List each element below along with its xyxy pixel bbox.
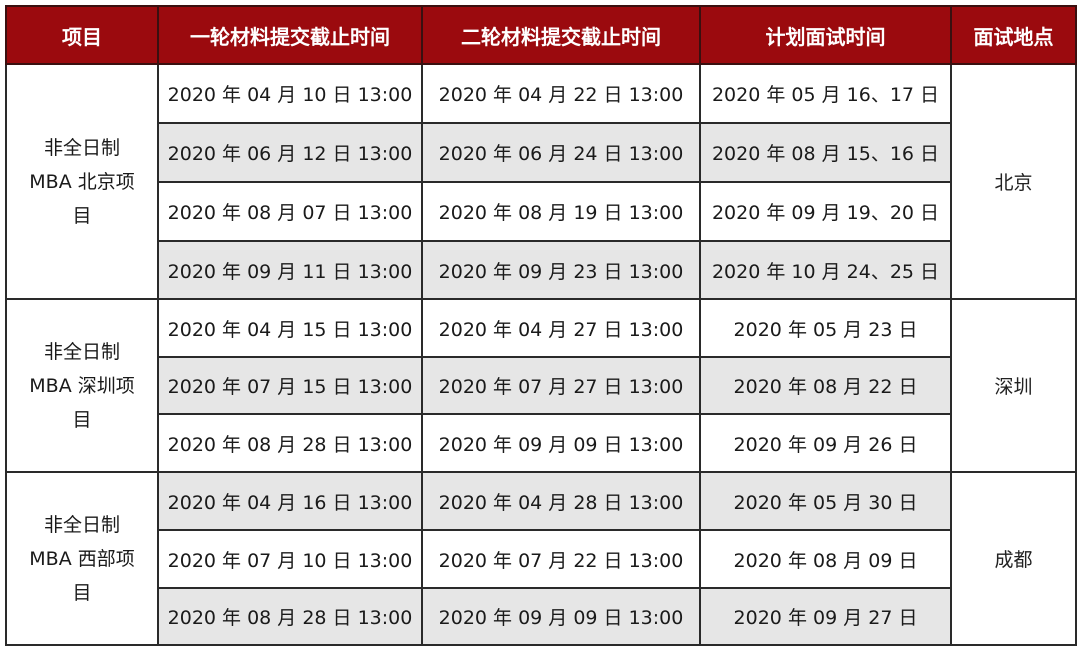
header-round1-deadline: 一轮材料提交截止时间 [157,5,423,65]
project-cell: 非全日制 MBA 西部项目 [5,471,159,646]
project-cell: 非全日制 MBA 深圳项目 [5,298,159,473]
round1-cell: 2020 年 04 月 16 日 13:00 [157,471,423,531]
round1-cell: 2020 年 08 月 28 日 13:00 [157,587,423,646]
round2-cell: 2020 年 07 月 27 日 13:00 [421,356,701,415]
table-row: 2020 年 06 月 12 日 13:00 2020 年 06 月 24 日 1… [6,122,1076,183]
project-name-line: 目 [72,408,92,431]
round2-cell: 2020 年 04 月 27 日 13:00 [421,298,701,358]
interview-cell: 2020 年 05 月 23 日 [699,298,952,358]
location-cell: 深圳 [950,298,1077,473]
header-row: 项目 一轮材料提交截止时间 二轮材料提交截止时间 计划面试时间 面试地点 [5,5,1077,65]
project-name-line: 非全日制 [43,513,120,536]
header-project: 项目 [5,5,159,65]
round2-cell: 2020 年 06 月 24 日 13:00 [421,122,701,183]
project-name-line: MBA 西部项 [29,547,135,570]
interview-cell: 2020 年 10 月 24、25 日 [699,240,952,300]
table-row: 2020 年 08 月 28 日 13:00 2020 年 09 月 09 日 1… [6,413,1076,473]
project-name-line: 非全日制 [43,136,120,159]
round1-cell: 2020 年 07 月 15 日 13:00 [157,356,423,415]
location-cell: 北京 [950,63,1077,300]
table-row: 2020 年 09 月 11 日 13:00 2020 年 09 月 23 日 1… [6,240,1076,300]
table-row: 2020 年 07 月 10 日 13:00 2020 年 07 月 22 日 1… [6,529,1076,589]
round2-cell: 2020 年 04 月 28 日 13:00 [421,471,701,531]
round2-cell: 2020 年 09 月 09 日 13:00 [421,587,701,646]
interview-cell: 2020 年 05 月 16、17 日 [699,63,952,124]
interview-cell: 2020 年 09 月 27 日 [699,587,952,646]
table-row: 2020 年 07 月 15 日 13:00 2020 年 07 月 27 日 1… [6,356,1076,415]
table-row: 2020 年 08 月 28 日 13:00 2020 年 09 月 09 日 1… [6,587,1076,646]
round2-cell: 2020 年 08 月 19 日 13:00 [421,181,701,242]
interview-cell: 2020 年 09 月 26 日 [699,413,952,473]
header-interview-location: 面试地点 [950,5,1077,65]
table-row: 非全日制 MBA 北京项目 2020 年 04 月 10 日 13:00 2020 年… [5,63,1077,300]
header-round2-deadline: 二轮材料提交截止时间 [421,5,701,65]
project-cell: 非全日制 MBA 北京项目 [5,63,159,300]
project-name-line: MBA 深圳项 [29,374,135,397]
round1-cell: 2020 年 04 月 15 日 13:00 [157,298,423,358]
round1-cell: 2020 年 06 月 12 日 13:00 [157,122,423,183]
round1-cell: 2020 年 08 月 07 日 13:00 [157,181,423,242]
interview-cell: 2020 年 08 月 22 日 [699,356,952,415]
round2-cell: 2020 年 07 月 22 日 13:00 [421,529,701,589]
interview-cell: 2020 年 05 月 30 日 [699,471,952,531]
project-name-line: MBA 北京项 [29,170,135,193]
header-interview-time: 计划面试时间 [699,5,952,65]
project-name-line: 目 [72,581,92,604]
round1-cell: 2020 年 08 月 28 日 13:00 [157,413,423,473]
round1-cell: 2020 年 04 月 10 日 13:00 [157,63,423,124]
round2-cell: 2020 年 09 月 09 日 13:00 [421,413,701,473]
schedule-table: 项目 一轮材料提交截止时间 二轮材料提交截止时间 计划面试时间 面试地点 非全日… [5,5,1077,646]
round1-cell: 2020 年 07 月 10 日 13:00 [157,529,423,589]
table-row: 2020 年 08 月 07 日 13:00 2020 年 08 月 19 日 1… [6,181,1076,242]
round2-cell: 2020 年 04 月 22 日 13:00 [421,63,701,124]
project-name-line: 非全日制 [43,340,120,363]
table-row: 非全日制 MBA 西部项目 2020 年 04 月 16 日 13:00 2020 年… [5,471,1077,646]
interview-cell: 2020 年 09 月 19、20 日 [699,181,952,242]
location-cell: 成都 [950,471,1077,646]
interview-cell: 2020 年 08 月 15、16 日 [699,122,952,183]
round2-cell: 2020 年 09 月 23 日 13:00 [421,240,701,300]
round1-cell: 2020 年 09 月 11 日 13:00 [157,240,423,300]
project-name-line: 目 [72,204,92,227]
interview-cell: 2020 年 08 月 09 日 [699,529,952,589]
table-row: 非全日制 MBA 深圳项目 2020 年 04 月 15 日 13:00 2020 年… [5,298,1077,473]
